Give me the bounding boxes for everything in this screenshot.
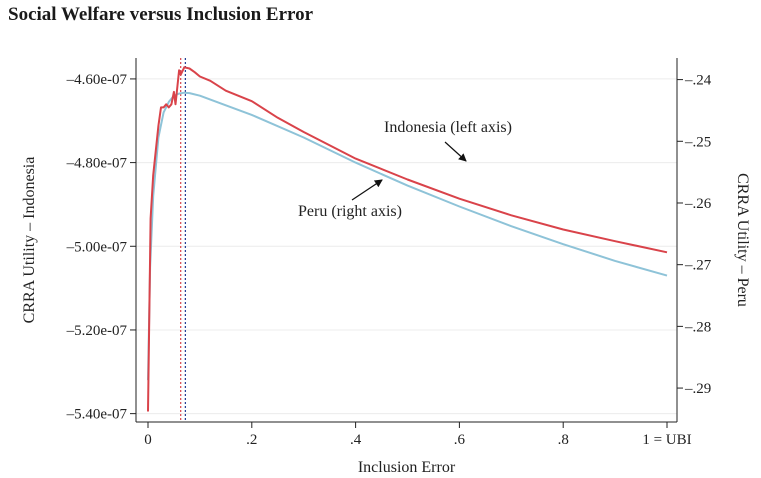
x-tick-label: .4 (350, 432, 362, 448)
series-layer (147, 66, 668, 412)
x-tick-label: .2 (246, 432, 257, 448)
figure-title: Social Welfare versus Inclusion Error (8, 4, 314, 25)
x-tick-label: 1 = UBI (642, 432, 691, 448)
x-tick-label: 0 (144, 432, 152, 448)
right-y-tick-label: –.25 (684, 134, 711, 150)
left-y-tick-label: –5.00e-07 (66, 239, 128, 255)
axes: –4.60e-07 –4.80e-07 –5.00e-07 –5.20e-07 –5.4… (21, 58, 751, 476)
series-line-peru (147, 66, 668, 412)
left-y-tick-label: –5.40e-07 (66, 407, 128, 423)
annotation-arrow (444, 141, 467, 162)
annotation-peru: Peru (right axis) (298, 203, 402, 220)
grid-lines (136, 78, 677, 415)
right-y-axis-label: CRRA Utility – Peru (734, 173, 751, 307)
left-y-tick-label: –4.60e-07 (66, 72, 128, 88)
annotation-indonesia: Indonesia (left axis) (384, 119, 512, 136)
right-y-tick-label: –.27 (684, 258, 712, 274)
series-line-indonesia (147, 91, 668, 381)
right-y-tick-label: –.28 (684, 319, 711, 335)
annotation-arrow (351, 179, 383, 201)
x-axis-label: Inclusion Error (358, 459, 456, 476)
left-y-axis-label: CRRA Utility – Indonesia (21, 157, 38, 324)
x-tick-label: .6 (454, 432, 466, 448)
reference-lines (180, 58, 186, 422)
x-tick-label: .8 (558, 432, 569, 448)
annotations: Indonesia (left axis) Peru (right axis) (298, 119, 512, 220)
right-y-tick-label: –.29 (684, 381, 711, 397)
right-y-tick-label: –.24 (684, 73, 712, 89)
left-y-tick-label: –4.80e-07 (66, 156, 128, 172)
left-y-tick-label: –5.20e-07 (66, 323, 128, 339)
right-y-tick-label: –.26 (684, 196, 712, 212)
